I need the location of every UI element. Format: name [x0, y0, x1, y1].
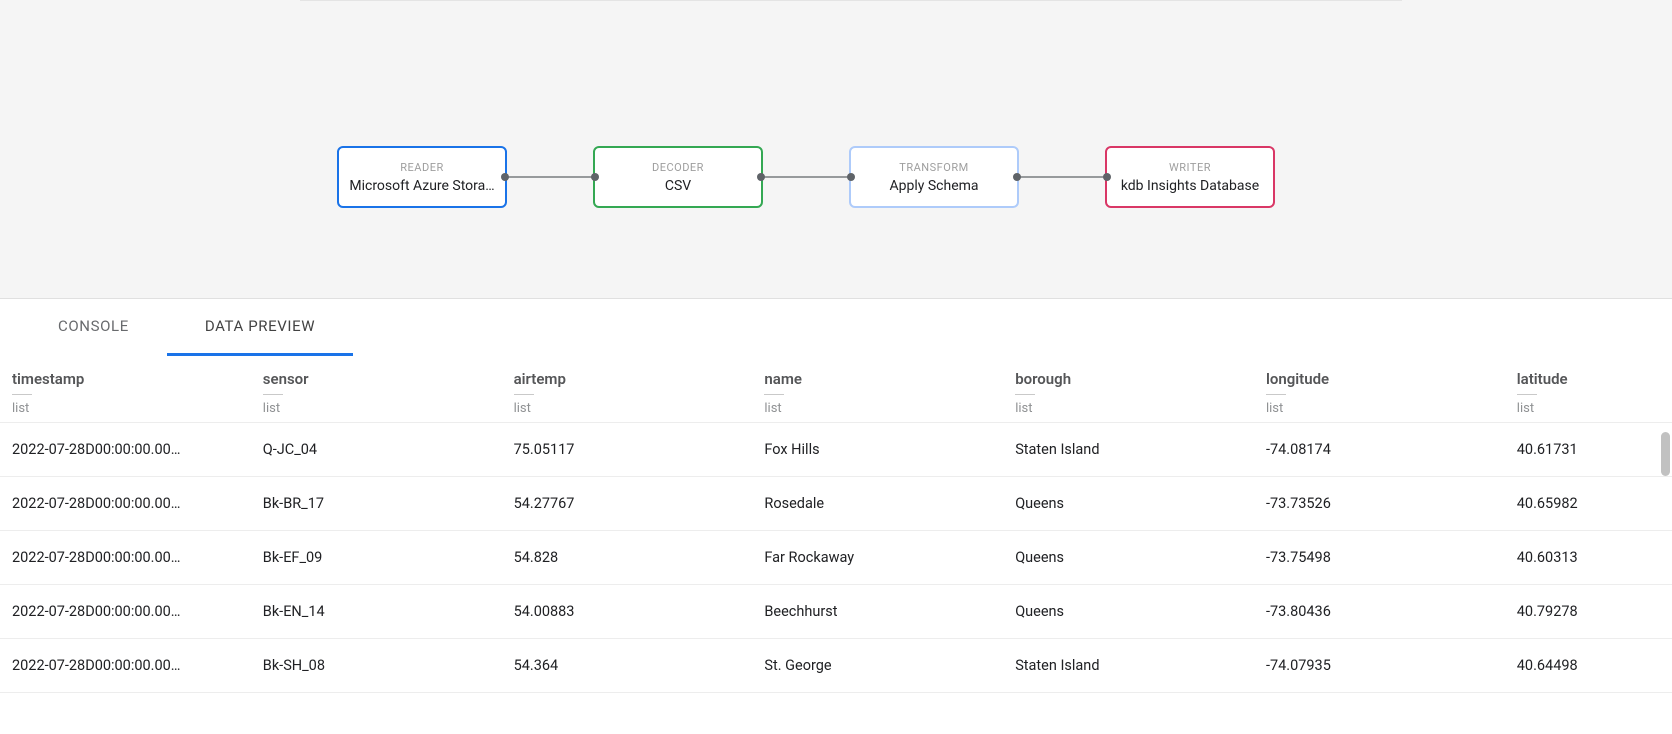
- cell-airtemp: 54.828: [502, 531, 753, 585]
- table-row[interactable]: 2022-07-28D00:00:00.00…Q-JC_0475.05117Fo…: [0, 423, 1672, 477]
- column-header-label: name: [764, 370, 802, 388]
- cell-airtemp: 75.05117: [502, 423, 753, 477]
- cell-borough: Staten Island: [1003, 423, 1254, 477]
- pipeline-canvas[interactable]: READER Microsoft Azure Stora… DECODER CSV TR…: [0, 0, 1672, 298]
- cell-name: Far Rockaway: [752, 531, 1003, 585]
- cell-name: Beechhurst: [752, 585, 1003, 639]
- cell-sensor: Q-JC_04: [251, 423, 502, 477]
- node-name-label: Microsoft Azure Stora…: [349, 178, 494, 194]
- column-type-label: list: [12, 394, 32, 416]
- cell-longitude: -73.75498: [1254, 531, 1505, 585]
- column-type-label: list: [263, 394, 283, 416]
- cell-latitude: 40.65982: [1505, 477, 1672, 531]
- cell-sensor: Bk-BR_17: [251, 477, 502, 531]
- cell-longitude: -73.73526: [1254, 477, 1505, 531]
- node-output-port[interactable]: [1013, 173, 1021, 181]
- pipeline-node-writer[interactable]: WRITER kdb Insights Database: [1105, 146, 1275, 208]
- bottom-panel-tabs: CONSOLEDATA PREVIEW: [0, 298, 1672, 356]
- node-name-label: Apply Schema: [889, 178, 978, 194]
- node-name-label: CSV: [665, 178, 691, 194]
- node-type-label: WRITER: [1169, 161, 1211, 174]
- column-header-borough[interactable]: borough list: [1003, 356, 1254, 423]
- column-header-label: airtemp: [514, 370, 566, 388]
- node-type-label: TRANSFORM: [899, 161, 968, 174]
- table-row[interactable]: 2022-07-28D00:00:00.00…Bk-SH_0854.364St.…: [0, 639, 1672, 693]
- column-header-label: sensor: [263, 370, 309, 388]
- cell-longitude: -73.80436: [1254, 585, 1505, 639]
- column-header-label: latitude: [1517, 370, 1568, 388]
- cell-airtemp: 54.27767: [502, 477, 753, 531]
- column-header-name[interactable]: name list: [752, 356, 1003, 423]
- cell-timestamp: 2022-07-28D00:00:00.00…: [0, 585, 251, 639]
- pipeline-node-transform[interactable]: TRANSFORM Apply Schema: [849, 146, 1019, 208]
- column-header-label: longitude: [1266, 370, 1329, 388]
- cell-timestamp: 2022-07-28D00:00:00.00…: [0, 639, 251, 693]
- cell-latitude: 40.60313: [1505, 531, 1672, 585]
- node-input-port[interactable]: [591, 173, 599, 181]
- pipeline-edges-layer: [0, 0, 1672, 298]
- table-row[interactable]: 2022-07-28D00:00:00.00…Bk-EF_0954.828Far…: [0, 531, 1672, 585]
- cell-sensor: Bk-SH_08: [251, 639, 502, 693]
- cell-latitude: 40.61731: [1505, 423, 1672, 477]
- node-name-label: kdb Insights Database: [1121, 178, 1259, 194]
- column-type-label: list: [514, 394, 534, 416]
- node-output-port[interactable]: [501, 173, 509, 181]
- pipeline-node-decoder[interactable]: DECODER CSV: [593, 146, 763, 208]
- cell-sensor: Bk-EF_09: [251, 531, 502, 585]
- node-input-port[interactable]: [847, 173, 855, 181]
- tab-console[interactable]: CONSOLE: [20, 299, 167, 356]
- column-type-label: list: [1517, 394, 1537, 416]
- pipeline-node-reader[interactable]: READER Microsoft Azure Stora…: [337, 146, 507, 208]
- column-header-label: timestamp: [12, 370, 84, 388]
- cell-borough: Staten Island: [1003, 639, 1254, 693]
- data-preview-table: timestamp list sensor list airtemp list name li…: [0, 356, 1672, 693]
- column-header-timestamp[interactable]: timestamp list: [0, 356, 251, 423]
- tab-data-preview[interactable]: DATA PREVIEW: [167, 299, 353, 356]
- cell-sensor: Bk-EN_14: [251, 585, 502, 639]
- node-type-label: DECODER: [652, 161, 704, 174]
- column-header-airtemp[interactable]: airtemp list: [502, 356, 753, 423]
- cell-timestamp: 2022-07-28D00:00:00.00…: [0, 477, 251, 531]
- column-type-label: list: [764, 394, 784, 416]
- cell-longitude: -74.07935: [1254, 639, 1505, 693]
- cell-borough: Queens: [1003, 477, 1254, 531]
- column-header-label: borough: [1015, 370, 1071, 388]
- cell-borough: Queens: [1003, 585, 1254, 639]
- cell-airtemp: 54.00883: [502, 585, 753, 639]
- column-header-sensor[interactable]: sensor list: [251, 356, 502, 423]
- column-type-label: list: [1015, 394, 1035, 416]
- node-output-port[interactable]: [757, 173, 765, 181]
- cell-latitude: 40.64498: [1505, 639, 1672, 693]
- data-preview-panel: timestamp list sensor list airtemp list name li…: [0, 356, 1672, 734]
- cell-name: Fox Hills: [752, 423, 1003, 477]
- node-input-port[interactable]: [1103, 173, 1111, 181]
- table-row[interactable]: 2022-07-28D00:00:00.00…Bk-EN_1454.00883B…: [0, 585, 1672, 639]
- cell-name: St. George: [752, 639, 1003, 693]
- cell-timestamp: 2022-07-28D00:00:00.00…: [0, 531, 251, 585]
- column-type-label: list: [1266, 394, 1286, 416]
- node-type-label: READER: [400, 161, 443, 174]
- cell-name: Rosedale: [752, 477, 1003, 531]
- column-header-latitude[interactable]: latitude list: [1505, 356, 1672, 423]
- table-header-row: timestamp list sensor list airtemp list name li…: [0, 356, 1672, 423]
- table-row[interactable]: 2022-07-28D00:00:00.00…Bk-BR_1754.27767R…: [0, 477, 1672, 531]
- column-header-longitude[interactable]: longitude list: [1254, 356, 1505, 423]
- cell-airtemp: 54.364: [502, 639, 753, 693]
- cell-longitude: -74.08174: [1254, 423, 1505, 477]
- vertical-scrollbar-thumb[interactable]: [1661, 432, 1670, 476]
- cell-timestamp: 2022-07-28D00:00:00.00…: [0, 423, 251, 477]
- cell-latitude: 40.79278: [1505, 585, 1672, 639]
- cell-borough: Queens: [1003, 531, 1254, 585]
